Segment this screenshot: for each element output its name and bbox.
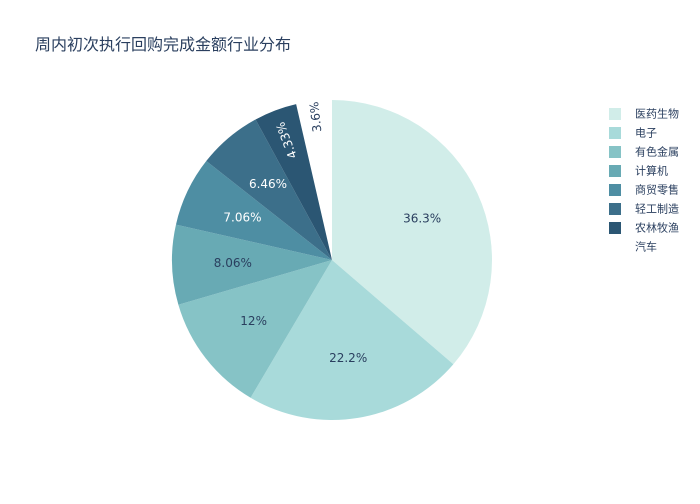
legend-item-label[interactable]: 计算机: [635, 164, 668, 178]
pie-slice-有色金属[interactable]: [178, 260, 332, 398]
slice-value-label: 12%: [240, 314, 267, 328]
slice-value-label: 8.06%: [214, 256, 252, 270]
pie-slice-汽车[interactable]: [294, 84, 331, 245]
slice-value-label: 7.06%: [223, 210, 261, 224]
legend-swatch[interactable]: [609, 165, 621, 177]
legend-swatch[interactable]: [609, 184, 621, 196]
legend-swatch[interactable]: [609, 108, 621, 120]
legend-swatch[interactable]: [609, 127, 621, 139]
pie-slices: [171, 84, 492, 420]
slice-value-label: 6.46%: [249, 177, 287, 191]
legend-item-label[interactable]: 轻工制造: [635, 202, 679, 216]
pie-slice-医药生物[interactable]: [332, 100, 492, 365]
slice-value-label: 3.6%: [307, 101, 324, 133]
legend-swatch[interactable]: [609, 222, 621, 234]
legend-item-label[interactable]: 有色金属: [635, 145, 679, 159]
pie-slice-农林牧渔[interactable]: [255, 104, 332, 260]
pie-slice-计算机[interactable]: [171, 224, 332, 305]
pie-slice-电子[interactable]: [250, 260, 454, 420]
pie-slice-labels: 36.3%22.2%12%8.06%7.06%6.46%4.33%3.6%: [214, 101, 441, 365]
legend-item-label[interactable]: 农林牧渔: [635, 221, 679, 235]
legend-item-label[interactable]: 汽车: [635, 240, 657, 254]
legend-swatch[interactable]: [609, 203, 621, 215]
legend-swatch[interactable]: [609, 146, 621, 158]
slice-value-label: 36.3%: [403, 212, 441, 226]
legend-item-label[interactable]: 商贸零售: [635, 183, 679, 197]
pie-slice-商贸零售[interactable]: [175, 161, 332, 260]
legend-item-label[interactable]: 电子: [635, 127, 657, 140]
legend-swatch[interactable]: [609, 241, 621, 253]
slice-value-label: 22.2%: [329, 351, 367, 365]
pie-slice-轻工制造[interactable]: [206, 119, 332, 260]
legend-item-label[interactable]: 医药生物: [635, 107, 679, 121]
chart-title: 周内初次执行回购完成金额行业分布: [35, 35, 291, 54]
